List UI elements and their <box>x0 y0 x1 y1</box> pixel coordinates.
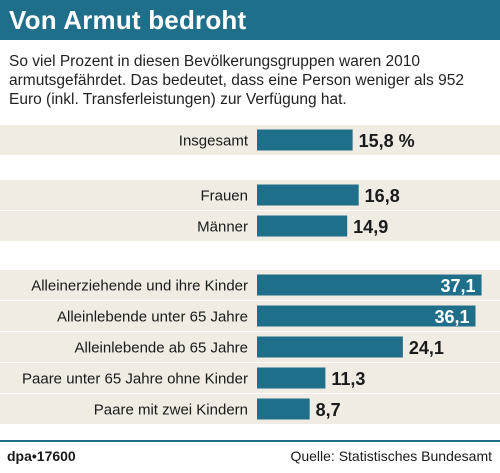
category-label: Frauen <box>200 188 248 205</box>
value-label: 16,8 <box>365 186 400 206</box>
row-band <box>0 125 500 155</box>
bar <box>257 336 403 358</box>
bar <box>257 398 310 420</box>
category-label: Alleinlebende ab 65 Jahre <box>75 340 248 357</box>
value-label: 37,1 <box>441 276 476 296</box>
value-label: 11,3 <box>331 369 365 389</box>
agency-credit: dpa•17600 <box>7 448 76 464</box>
category-label: Paare mit zwei Kindern <box>94 402 248 419</box>
value-label: 24,1 <box>409 338 444 358</box>
row-band <box>0 394 500 424</box>
bar-chart: Insgesamt 15,8 % Frauen 16,8 Männer 14,9 Allei… <box>0 125 500 424</box>
bar <box>257 129 353 151</box>
category-label: Paare unter 65 Jahre ohne Kinder <box>22 371 248 388</box>
value-label: 36,1 <box>434 307 469 327</box>
row-band <box>0 363 500 393</box>
row-band <box>0 180 500 210</box>
bar <box>257 184 359 206</box>
footer-divider <box>0 440 500 442</box>
source-credit: Quelle: Statistisches Bundesamt <box>290 448 492 464</box>
bar <box>257 274 482 296</box>
value-label: 15,8 % <box>359 131 415 151</box>
category-label: Alleinlebende unter 65 Jahre <box>57 309 248 326</box>
chart-title: Von Armut bedroht <box>9 5 247 35</box>
title-bar: Von Armut bedroht <box>0 0 500 40</box>
bar <box>257 305 476 327</box>
category-label: Insgesamt <box>179 133 249 150</box>
category-label: Alleinerziehende und ihre Kinder <box>31 278 248 295</box>
row-band <box>0 332 500 362</box>
bar <box>257 367 326 389</box>
chart-subtitle: So viel Prozent in diesen Bevölkerungsgr… <box>9 53 464 108</box>
value-label: 14,9 <box>353 217 388 237</box>
bar <box>257 215 348 237</box>
row-band <box>0 211 500 241</box>
value-label: 8,7 <box>316 400 341 420</box>
category-label: Männer <box>197 219 248 236</box>
